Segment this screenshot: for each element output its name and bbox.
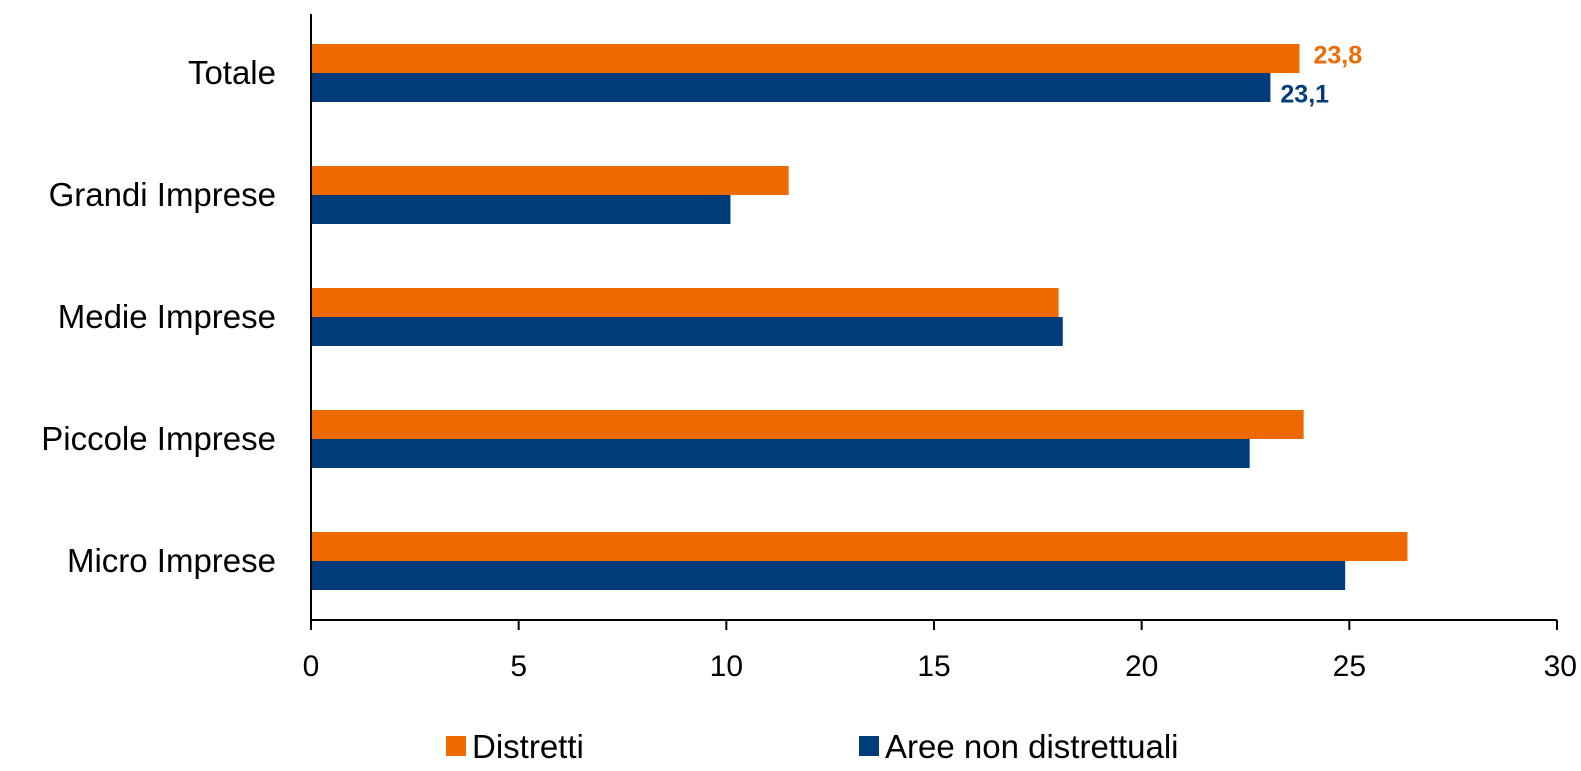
category-label: Micro Imprese [67,542,276,579]
category-labels: Totale Grandi Imprese Medie Imprese Piccole… [41,54,276,579]
x-tick-label: 0 [303,650,320,683]
bar-micro-imprese-series-2 [311,561,1346,590]
x-tick-label: 25 [1333,650,1366,683]
bar-medie-imprese-series-1 [311,288,1059,317]
x-tick-label: 30 [1544,650,1577,683]
bar-medie-imprese-series-2 [311,317,1063,346]
bar-micro-imprese-series-1 [311,532,1408,561]
axes-group [310,14,1558,630]
data-labels: 23,8 23,1 [1280,42,1362,109]
data-label: 23,1 [1280,81,1329,109]
x-tick-labels: 0 5 10 15 20 25 30 [303,650,1577,683]
x-tick-label: 10 [710,650,743,683]
x-tick-label: 20 [1125,650,1158,683]
category-label: Piccole Imprese [41,420,276,457]
legend-label: Aree non distrettuali [885,728,1179,765]
category-label: Grandi Imprese [49,176,276,213]
legend-swatch [859,736,879,756]
data-label: 23,8 [1313,42,1362,70]
legend-swatch [446,736,466,756]
legend-label: Distretti [472,728,584,765]
bar-grandi-imprese-series-1 [311,166,789,195]
category-label: Totale [188,54,276,91]
x-tick-label: 5 [510,650,527,683]
bar-piccole-imprese-series-1 [311,410,1304,439]
x-tick-label: 15 [917,650,950,683]
bars-group [311,44,1408,590]
bar-totale-series-2 [311,73,1271,102]
bar-grandi-imprese-series-2 [311,195,731,224]
bar-totale-series-1 [311,44,1300,73]
category-label: Medie Imprese [58,298,276,335]
legend: Distretti Aree non distrettuali [446,728,1179,765]
bar-piccole-imprese-series-2 [311,439,1250,468]
